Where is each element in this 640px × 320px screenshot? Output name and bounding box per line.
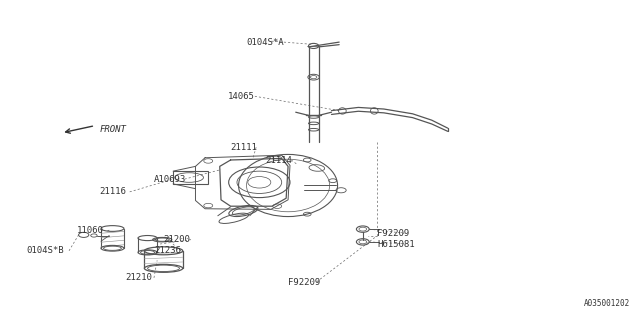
Text: 0104S*A: 0104S*A bbox=[246, 38, 284, 47]
Text: 21116: 21116 bbox=[100, 188, 127, 196]
Text: FRONT: FRONT bbox=[100, 125, 127, 134]
Bar bbox=[173, 171, 208, 184]
Text: F92209: F92209 bbox=[288, 278, 320, 287]
Text: 21200: 21200 bbox=[164, 235, 191, 244]
Text: 21114: 21114 bbox=[266, 156, 292, 164]
Text: 21111: 21111 bbox=[230, 143, 257, 152]
Text: 21210: 21210 bbox=[125, 273, 152, 282]
Text: 11060: 11060 bbox=[77, 226, 104, 235]
Text: 14065: 14065 bbox=[227, 92, 254, 101]
Text: H615081: H615081 bbox=[378, 240, 415, 249]
Text: A035001202: A035001202 bbox=[584, 299, 630, 308]
Text: 0104S*B: 0104S*B bbox=[26, 246, 64, 255]
Text: A10693: A10693 bbox=[154, 175, 186, 184]
Text: F92209: F92209 bbox=[378, 229, 410, 238]
Text: 21236: 21236 bbox=[154, 246, 181, 255]
